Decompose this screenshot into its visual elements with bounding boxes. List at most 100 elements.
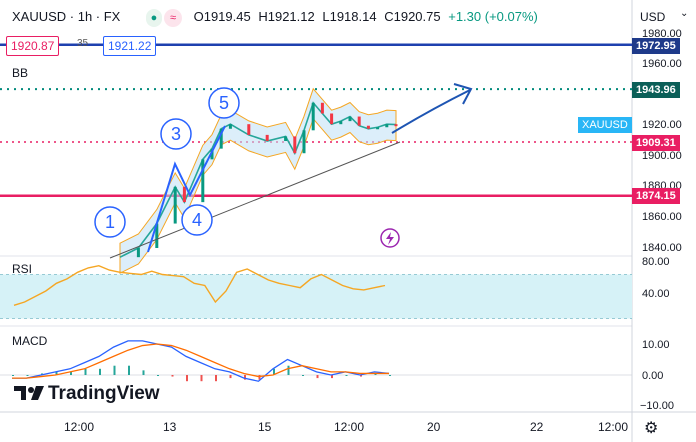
- price-candle: [201, 159, 205, 203]
- rsi-indicator-label[interactable]: RSI: [12, 262, 33, 276]
- macd-histogram-bar: [360, 375, 362, 377]
- spread-value: 35: [77, 38, 89, 49]
- price-tag-1874: 1874.15: [632, 188, 680, 204]
- change-value: +1.30 (+0.07%): [448, 9, 538, 24]
- macd-histogram-bar: [215, 375, 217, 382]
- macd-histogram-bar: [128, 365, 130, 375]
- macd-indicator-label[interactable]: MACD: [12, 334, 48, 348]
- rsi-line: [13, 264, 386, 306]
- price-tick: 1840.00: [642, 242, 682, 254]
- rsi-tick: 80.00: [642, 256, 670, 268]
- bollinger-band: [119, 87, 397, 274]
- time-tick: 15: [258, 420, 272, 434]
- projection-arrow-head: [453, 83, 473, 105]
- high-value: H1921.12: [258, 9, 315, 24]
- price-candle: [228, 124, 232, 129]
- macd-histogram-bar: [258, 375, 261, 380]
- price-tick: 1960.00: [642, 58, 682, 70]
- wave-label: 4: [192, 210, 202, 230]
- macd-histogram-bar: [186, 375, 188, 382]
- low-value: L1918.14: [322, 9, 377, 24]
- macd-histogram-bar: [99, 368, 101, 375]
- price-tag-1972: 1972.95: [632, 38, 680, 54]
- macd-histogram-bar: [389, 375, 391, 376]
- macd-histogram-bar: [345, 375, 348, 376]
- macd-histogram-bar: [302, 375, 304, 376]
- market-open-icon[interactable]: ●: [146, 9, 162, 27]
- bid-price[interactable]: 1920.87: [6, 36, 60, 56]
- bb-indicator-label[interactable]: BB: [12, 66, 29, 80]
- macd-tick: 10.00: [642, 339, 670, 351]
- wave-circle: [160, 118, 192, 150]
- close-value: C1920.75: [384, 9, 441, 24]
- rsi-band: [0, 274, 632, 319]
- settings-gear-icon[interactable]: ⚙: [644, 420, 659, 437]
- data-wave-icon[interactable]: ≈: [164, 9, 182, 27]
- tradingview-logo[interactable]: TradingView: [14, 383, 160, 405]
- price-candle: [357, 116, 361, 126]
- price-candle: [293, 136, 297, 154]
- currency-dropdown-icon[interactable]: ⌄: [680, 8, 689, 19]
- wave-circle: [181, 204, 213, 236]
- lightning-bolt-icon: [386, 232, 394, 245]
- macd-histogram-bar: [374, 373, 377, 375]
- currency-label[interactable]: USD: [640, 10, 666, 24]
- symbol-price-tag: XAUUSD: [578, 117, 632, 133]
- tradingview-logo-icon: [14, 386, 44, 400]
- price-candle: [311, 102, 315, 131]
- wave-circle: [94, 206, 126, 238]
- price-candle: [247, 124, 251, 135]
- price-candle: [182, 186, 186, 203]
- chart-header: XAUUSD · 1h · FX O1919.45 H1921.12 L1918…: [12, 9, 542, 24]
- macd-tick: −10.00: [640, 400, 674, 412]
- price-tick: 1900.00: [642, 150, 682, 162]
- price-candle: [302, 130, 306, 154]
- price-candle: [155, 223, 159, 248]
- macd-histogram-bar: [113, 365, 116, 375]
- time-tick: 12:00: [334, 420, 365, 434]
- price-candle: [136, 248, 140, 258]
- time-tick: 13: [163, 420, 177, 434]
- elliott-wave-path: [147, 125, 226, 253]
- macd-histogram-bar: [84, 368, 87, 375]
- wave-circle: [208, 87, 240, 119]
- macd-histogram-bar: [70, 371, 72, 375]
- time-tick: 22: [530, 420, 544, 434]
- macd-histogram-bar: [273, 368, 275, 375]
- macd-histogram-bar: [171, 375, 174, 377]
- macd-histogram-bar: [229, 375, 232, 379]
- macd-histogram-bar: [200, 375, 203, 382]
- price-tick: 1980.00: [642, 28, 682, 40]
- macd-histogram-bar: [244, 375, 246, 380]
- wave-label: 1: [105, 212, 115, 232]
- price-candle: [320, 102, 324, 114]
- macd-tick: 0.00: [642, 370, 664, 382]
- macd-line: [12, 340, 390, 382]
- price-candle: [284, 136, 288, 141]
- price-candle: [219, 128, 223, 149]
- price-candle: [339, 121, 343, 125]
- price-tick: 1860.00: [642, 211, 682, 223]
- price-line: [119, 101, 397, 258]
- symbol-label[interactable]: XAUUSD · 1h · FX: [12, 9, 121, 24]
- price-candle: [173, 186, 177, 224]
- ask-price[interactable]: 1921.22: [103, 36, 157, 56]
- macd-histogram-bar: [287, 365, 290, 375]
- time-tick: 20: [427, 420, 441, 434]
- open-value: O1919.45: [193, 9, 251, 24]
- price-candle: [385, 124, 389, 128]
- macd-histogram-bar: [157, 375, 159, 376]
- macd-histogram-bar: [26, 375, 29, 376]
- time-tick: 12:00: [598, 420, 629, 434]
- price-candle: [348, 116, 352, 122]
- price-candle: [210, 148, 214, 160]
- price-tag-1909: 1909.31: [632, 135, 680, 151]
- tradingview-logo-text: TradingView: [48, 383, 160, 404]
- price-candle: [366, 125, 370, 129]
- macd-histogram-bar: [12, 375, 14, 376]
- price-candle: [394, 124, 398, 127]
- projection-arrow: [391, 89, 471, 134]
- price-tag-1943: 1943.96: [632, 82, 680, 98]
- macd-histogram-bar: [316, 375, 319, 379]
